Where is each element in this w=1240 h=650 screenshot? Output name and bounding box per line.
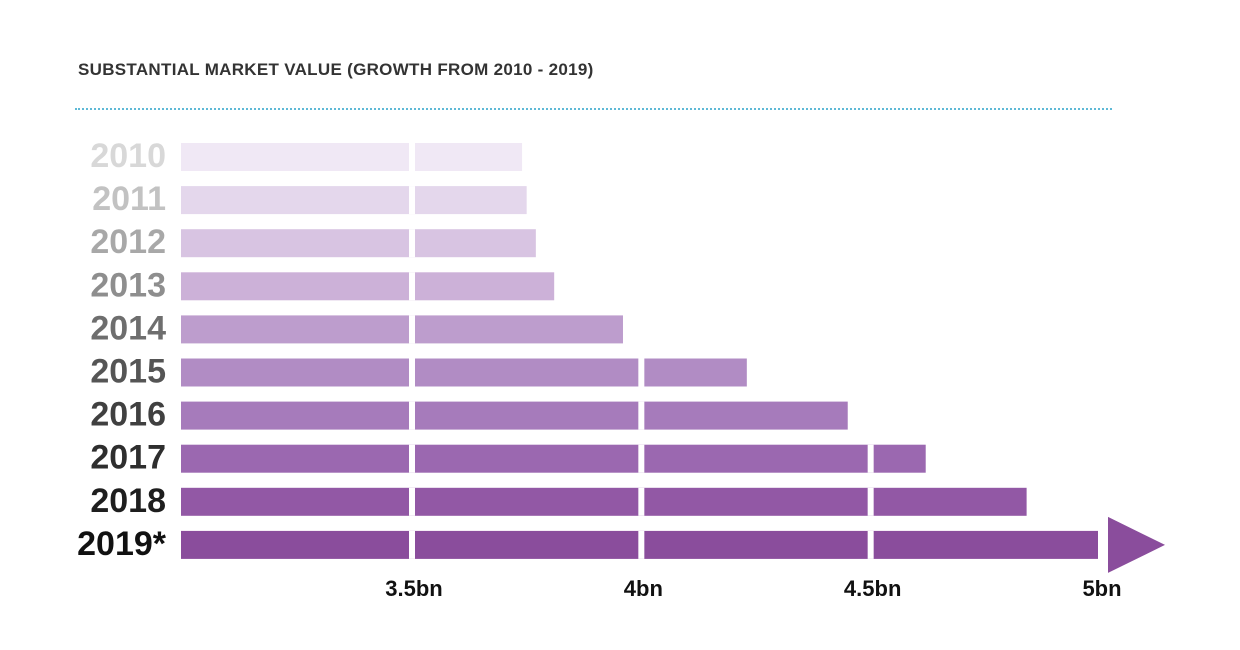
bar-segment-gap: [638, 358, 645, 387]
year-label: 2014: [90, 309, 166, 347]
bar-segment-gap: [409, 272, 415, 301]
bar-segment-gap: [409, 315, 415, 344]
year-label: 2016: [90, 396, 166, 434]
tick-label: 3.5bn: [385, 576, 442, 601]
year-label: 2012: [90, 223, 166, 261]
year-label: 2013: [90, 266, 166, 304]
bar: [181, 401, 848, 430]
year-label: 2018: [90, 482, 166, 520]
bar-segment-gap: [409, 186, 415, 215]
arrowhead: [1108, 516, 1165, 573]
bar-segment-gap: [867, 444, 874, 473]
bar: [181, 315, 623, 344]
bar-segment-gap: [409, 444, 415, 473]
year-label: 2017: [90, 439, 166, 477]
bar: [181, 186, 527, 215]
year-label: 2019*: [77, 525, 167, 563]
bar-segment-gap: [638, 401, 645, 430]
tick-label: 4bn: [624, 576, 663, 601]
bar: [181, 358, 747, 387]
bar-segment-gap: [867, 487, 874, 516]
chart-title: SUBSTANTIAL MARKET VALUE (GROWTH FROM 20…: [78, 60, 594, 79]
bar-segment-gap: [638, 530, 645, 559]
tick-label: 5bn: [1082, 576, 1121, 601]
year-label: 2010: [90, 137, 166, 175]
bar: [181, 143, 523, 171]
bar-segment-gap: [409, 358, 415, 387]
bar: [181, 229, 536, 258]
bar: [181, 444, 926, 473]
bar-segment-gap: [409, 143, 415, 171]
bar-segment-gap: [638, 487, 645, 516]
title-divider: [75, 108, 1112, 110]
year-label: 2015: [90, 353, 166, 391]
bar-segment-gap: [409, 487, 415, 516]
bar: [181, 272, 555, 301]
bar-segment-gap: [409, 229, 415, 258]
bar-segment-gap: [638, 444, 645, 473]
tick-label: 4.5bn: [844, 576, 901, 601]
bar-segment-gap: [409, 401, 415, 430]
bar: [181, 487, 1027, 516]
year-label: 2011: [92, 180, 166, 218]
bar-segment-gap: [409, 530, 415, 559]
bar-segment-gap: [867, 530, 874, 559]
